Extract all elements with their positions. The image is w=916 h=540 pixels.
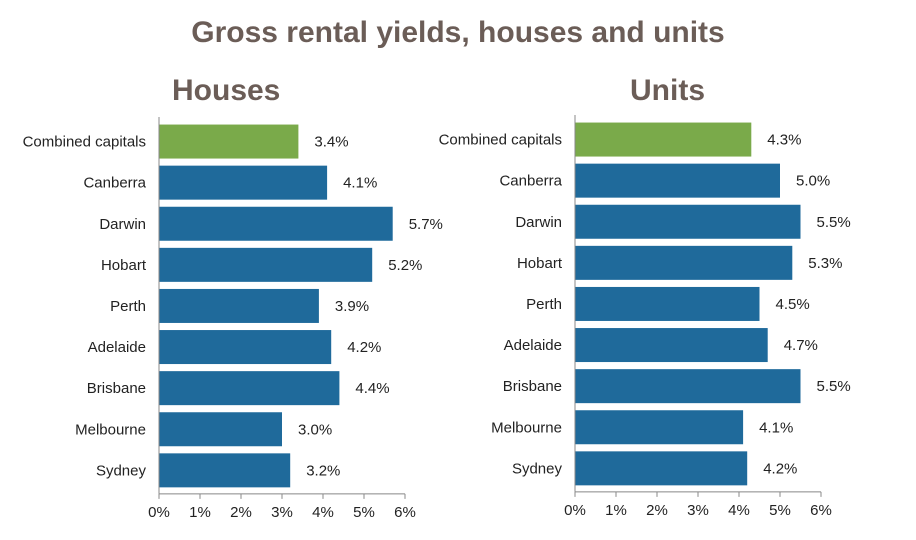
units-bar	[575, 163, 780, 198]
houses-category-label: Sydney	[96, 462, 147, 479]
units-value-label: 4.5%	[776, 296, 810, 313]
units-x-tick-label: 6%	[810, 502, 832, 519]
houses-bar	[159, 288, 319, 323]
units-x-tick-label: 2%	[646, 502, 668, 519]
houses-x-tick-label: 6%	[394, 504, 416, 521]
units-category-label: Adelaide	[504, 337, 562, 354]
units-x-tick-label: 4%	[728, 502, 750, 519]
chart-main-title: Gross rental yields, houses and units	[191, 16, 725, 49]
houses-value-label: 4.1%	[343, 175, 377, 192]
houses-bar	[159, 165, 328, 200]
houses-bar	[159, 206, 393, 241]
units-category-label: Canberra	[499, 173, 562, 190]
units-value-label: 5.5%	[817, 378, 851, 395]
units-value-label: 4.1%	[759, 419, 793, 436]
units-bar	[575, 369, 801, 404]
houses-bar	[159, 330, 332, 365]
houses-bar	[159, 247, 373, 282]
units-bar	[575, 122, 752, 157]
houses-value-label: 3.4%	[314, 134, 348, 151]
houses-value-label: 4.4%	[355, 380, 389, 397]
houses-value-label: 3.9%	[335, 298, 369, 315]
houses-x-tick-label: 0%	[148, 504, 170, 521]
houses-category-label: Perth	[110, 298, 146, 315]
houses-value-label: 3.2%	[306, 462, 340, 479]
units-bar	[575, 451, 748, 486]
houses-category-label: Canberra	[83, 175, 146, 192]
houses-bar	[159, 453, 291, 488]
houses-bar	[159, 124, 299, 159]
units-x-tick-label: 1%	[605, 502, 627, 519]
houses-category-label: Darwin	[99, 216, 146, 233]
units-category-label: Perth	[526, 296, 562, 313]
units-bar	[575, 204, 801, 239]
units-value-label: 4.3%	[767, 132, 801, 149]
units-panel-title: Units	[630, 74, 705, 107]
units-x-tick-label: 5%	[769, 502, 791, 519]
units-x-tick-label: 0%	[564, 502, 586, 519]
houses-chart: Combined capitals 3.4% Canberra 4.1% Darwin 5…	[23, 117, 443, 521]
houses-category-label: Melbourne	[75, 421, 146, 438]
houses-value-label: 5.7%	[409, 216, 443, 233]
houses-bar	[159, 412, 282, 447]
houses-x-tick-label: 3%	[271, 504, 293, 521]
units-bar	[575, 286, 760, 321]
houses-category-label: Hobart	[101, 257, 147, 274]
units-category-label: Brisbane	[503, 378, 562, 395]
units-category-label: Sydney	[512, 460, 563, 477]
houses-category-label: Combined capitals	[23, 134, 146, 151]
units-category-label: Darwin	[515, 214, 562, 231]
units-value-label: 5.3%	[808, 255, 842, 272]
houses-category-label: Adelaide	[88, 339, 146, 356]
houses-x-tick-label: 4%	[312, 504, 334, 521]
units-bar	[575, 328, 768, 363]
units-category-label: Combined capitals	[439, 132, 562, 149]
houses-value-label: 4.2%	[347, 339, 381, 356]
units-value-label: 4.2%	[763, 460, 797, 477]
houses-value-label: 5.2%	[388, 257, 422, 274]
houses-bar	[159, 371, 340, 406]
houses-x-tick-label: 5%	[353, 504, 375, 521]
houses-x-tick-label: 1%	[189, 504, 211, 521]
units-value-label: 5.0%	[796, 173, 830, 190]
units-bar	[575, 245, 793, 280]
units-category-label: Hobart	[517, 255, 563, 272]
units-category-label: Melbourne	[491, 419, 562, 436]
units-value-label: 4.7%	[784, 337, 818, 354]
houses-category-label: Brisbane	[87, 380, 146, 397]
units-value-label: 5.5%	[817, 214, 851, 231]
houses-panel-title: Houses	[172, 74, 281, 107]
houses-value-label: 3.0%	[298, 421, 332, 438]
units-chart: Combined capitals 4.3% Canberra 5.0% Darwin 5…	[439, 115, 851, 519]
units-x-tick-label: 3%	[687, 502, 709, 519]
houses-x-tick-label: 2%	[230, 504, 252, 521]
units-bar	[575, 410, 744, 445]
